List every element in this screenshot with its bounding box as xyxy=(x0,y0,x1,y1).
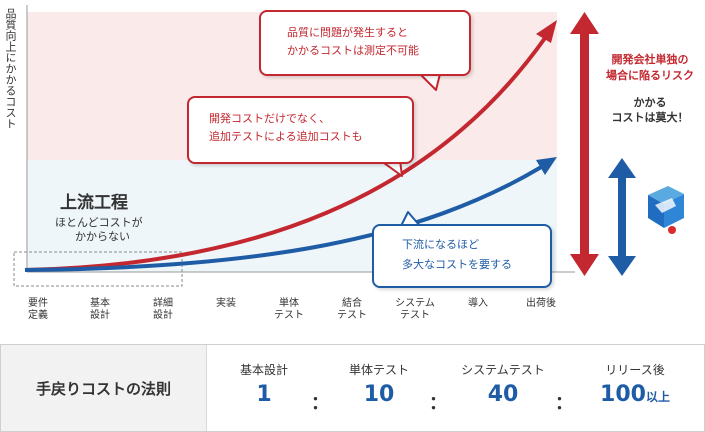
red-cost-curve xyxy=(24,36,547,272)
stage-label: 結合 テスト xyxy=(337,298,367,321)
rule-separator: ： xyxy=(555,393,573,414)
rule-item-value: 10 xyxy=(363,382,395,407)
y-axis-label: 品質向上にかかるコスト xyxy=(4,8,17,129)
stage-label: 導入 xyxy=(468,298,488,309)
risk-arrow-top xyxy=(570,12,599,34)
risk-sub2: コストは莫大！ xyxy=(611,111,689,124)
cost-arrow-bottom xyxy=(608,256,636,276)
red-curve-arrowhead xyxy=(536,20,557,43)
stage-label: システム テスト xyxy=(395,298,435,321)
stage-label: 詳細 設計 xyxy=(153,298,173,321)
blue-cost-curve xyxy=(24,164,545,272)
blue-curve-arrowhead xyxy=(536,157,557,175)
callout-red-top-line2: かかるコストは測定不可能 xyxy=(287,44,419,57)
rule-item: 単体テスト 10 xyxy=(331,361,427,407)
rule-item-value: 40 xyxy=(487,382,519,407)
rule-item: 基本設計 1 xyxy=(219,361,309,407)
upstream-title: 上流工程 xyxy=(60,193,128,213)
rule-title: 手戻りコストの法則 xyxy=(1,345,207,431)
rule-item: リリース後 100以上 xyxy=(581,361,689,407)
upstream-dashed-box xyxy=(13,251,183,287)
logo-cube-icon xyxy=(648,186,684,234)
risk-line2: 場合に陥るリスク xyxy=(606,69,694,82)
callout-red-mid-line1: 開発コストだけでなく、 xyxy=(209,112,330,125)
rule-separator: ： xyxy=(311,393,329,414)
upstream-subtitle-1: ほとんどコストが xyxy=(55,216,143,229)
rule-item-name: リリース後 xyxy=(605,363,665,377)
stage-label: 基本 設計 xyxy=(90,298,110,321)
callout-red-mid-line2: 追加テストによる追加コストも xyxy=(209,130,363,143)
rule-item: システムテスト 40 xyxy=(449,361,557,407)
callout-red-top: 品質に問題が発生すると かかるコストは測定不可能 xyxy=(259,10,471,76)
rule-item-value: 1 xyxy=(256,382,272,407)
callout-blue-line1: 下流になるほど xyxy=(402,238,479,251)
stage-label: 実装 xyxy=(216,298,236,309)
callout-blue: 下流になるほど 多大なコストを要する xyxy=(372,224,552,288)
callout-red-mid: 開発コストだけでなく、 追加テストによる追加コストも xyxy=(187,96,414,164)
rule-item-name: システムテスト xyxy=(461,363,545,377)
risk-sub1: かかる xyxy=(633,96,667,109)
upstream-subtitle-2: かからない xyxy=(75,230,130,243)
stage-label: 要件 定義 xyxy=(28,298,48,321)
risk-arrow-bottom xyxy=(570,254,599,276)
cost-arrow-top xyxy=(608,158,636,178)
risk-line1: 開発会社単独の xyxy=(611,53,689,66)
callout-red-top-line1: 品質に問題が発生すると xyxy=(287,26,408,39)
rule-item-suffix: 以上 xyxy=(645,390,670,404)
cost-arrow-shaft xyxy=(618,176,626,258)
cost-rule-panel: 手戻りコストの法則 基本設計 1 ： 単体テスト 10 ： システムテスト 40… xyxy=(0,344,705,432)
rule-item-name: 単体テスト xyxy=(348,363,409,377)
stage-label: 出荷後 xyxy=(526,298,556,309)
rule-item-value: 100 xyxy=(600,382,646,407)
risk-arrow-shaft xyxy=(580,30,589,258)
callout-blue-line2: 多大なコストを要する xyxy=(402,258,512,271)
rule-item-name: 基本設計 xyxy=(239,363,288,377)
stage-label: 単体 テスト xyxy=(274,298,304,321)
rule-separator: ： xyxy=(429,393,447,414)
